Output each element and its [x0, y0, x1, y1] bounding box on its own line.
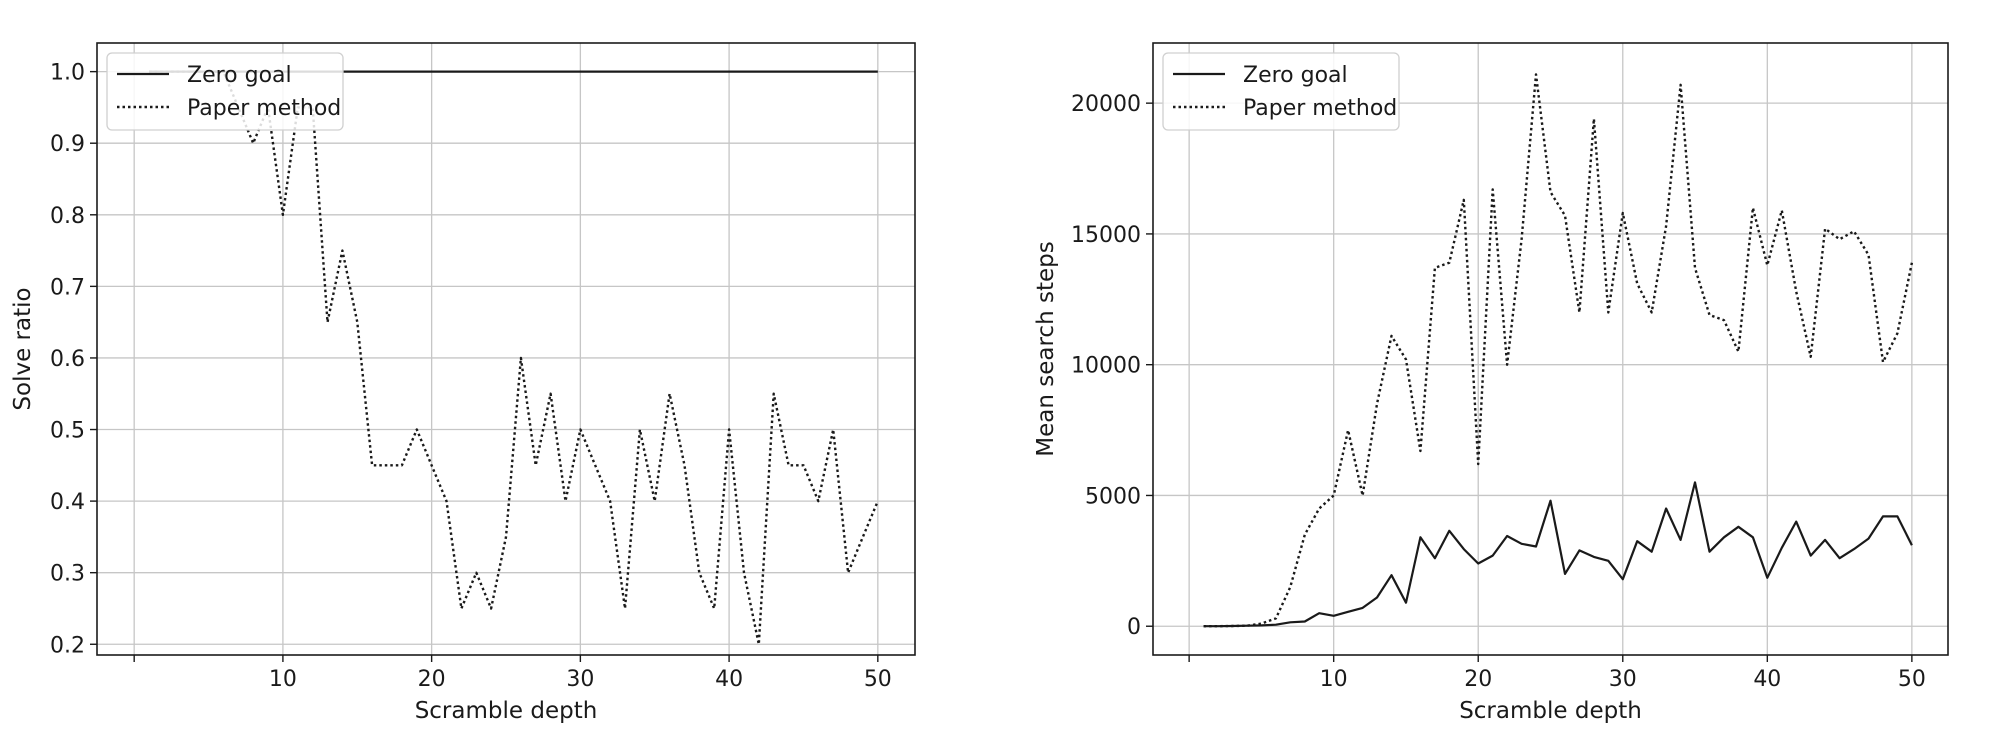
search-steps-x-tick-label: 40 [1753, 667, 1781, 692]
solve-ratio-y-axis-label: Solve ratio [10, 287, 36, 410]
search-steps-paper-method-line [1203, 73, 1914, 628]
search-steps-panel: 10 20 30 40 50 0 5000 10000 15000 20000 Scramble … [1033, 42, 1949, 724]
solve-ratio-y-tick-label: 0.3 [50, 562, 85, 587]
search-steps-x-tick-label: 20 [1464, 667, 1492, 692]
solve-ratio-y-tick-label: 0.6 [50, 347, 85, 372]
search-steps-series [1203, 73, 1914, 628]
search-steps-legend-label: Zero goal [1243, 63, 1348, 88]
solve-ratio-y-tick-label: 0.7 [50, 275, 85, 300]
solve-ratio-panel: 10 20 30 40 50 0.2 0.3 0.4 0.5 0.6 0.7 0.8 0.9 1.0 Sc… [10, 42, 916, 724]
search-steps-x-tick-label: 30 [1609, 667, 1637, 692]
solve-ratio-ticks: 10 20 30 40 50 0.2 0.3 0.4 0.5 0.6 0.7 0.8 0.9 1.0 [50, 61, 892, 692]
solve-ratio-x-axis-label: Scramble depth [415, 698, 598, 724]
solve-ratio-y-tick-label: 0.9 [50, 132, 85, 157]
search-steps-x-tick-label: 50 [1898, 667, 1926, 692]
solve-ratio-y-tick-label: 0.4 [50, 490, 85, 515]
solve-ratio-plot-frame [96, 42, 916, 656]
solve-ratio-y-tick-label: 0.2 [50, 633, 85, 658]
search-steps-x-tick-label: 10 [1320, 667, 1348, 692]
search-steps-zero-goal-line [1203, 481, 1913, 628]
solve-ratio-x-tick-label: 20 [418, 667, 446, 692]
search-steps-ticks: 10 20 30 40 50 0 5000 10000 15000 20000 [1071, 92, 1926, 692]
solve-ratio-x-tick-label: 30 [566, 667, 594, 692]
search-steps-plot-frame [1152, 42, 1949, 656]
solve-ratio-x-tick-label: 10 [269, 667, 297, 692]
solve-ratio-y-tick-label: 0.8 [50, 204, 85, 229]
solve-ratio-grid [97, 43, 915, 655]
search-steps-x-axis-label: Scramble depth [1459, 698, 1642, 724]
search-steps-y-axis-label: Mean search steps [1033, 241, 1059, 456]
solve-ratio-x-tick-label: 50 [864, 667, 892, 692]
search-steps-y-tick-label: 10000 [1071, 354, 1141, 379]
search-steps-y-tick-label: 20000 [1071, 92, 1141, 117]
solve-ratio-legend: Zero goal Paper method [106, 52, 344, 131]
search-steps-legend: Zero goal Paper method [1162, 52, 1400, 131]
solve-ratio-legend-box [106, 52, 344, 131]
solve-ratio-y-tick-label: 1.0 [50, 61, 85, 86]
solve-ratio-y-tick-label: 0.5 [50, 419, 85, 444]
search-steps-legend-label: Paper method [1243, 96, 1397, 121]
search-steps-y-tick-label: 0 [1127, 615, 1141, 640]
search-steps-y-tick-label: 5000 [1085, 484, 1141, 509]
solve-ratio-legend-label: Paper method [187, 96, 341, 121]
solve-ratio-x-tick-label: 40 [715, 667, 743, 692]
search-steps-grid [1153, 43, 1948, 655]
search-steps-legend-box [1162, 52, 1400, 131]
search-steps-y-tick-label: 15000 [1071, 223, 1141, 248]
solve-ratio-legend-label: Zero goal [187, 63, 292, 88]
